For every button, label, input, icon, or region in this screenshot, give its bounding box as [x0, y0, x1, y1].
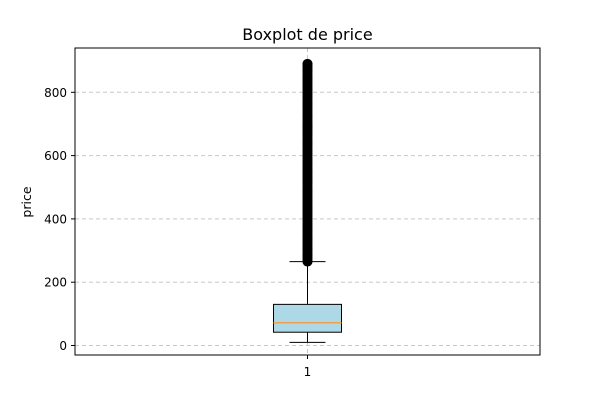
y-tick-label: 0 [59, 339, 67, 353]
y-axis-label: price [19, 186, 34, 217]
x-tick-label: 1 [304, 365, 312, 379]
box-iqr [273, 303, 342, 333]
plot-area [273, 58, 342, 343]
y-axis: 0 200 400 600 800 [44, 86, 75, 353]
outlier-point [302, 58, 313, 69]
chart-title: Boxplot de price [242, 25, 372, 44]
y-tick-label: 600 [44, 149, 67, 163]
x-axis: 1 [304, 355, 312, 379]
y-tick-label: 400 [44, 212, 67, 226]
y-tick-label: 800 [44, 86, 67, 100]
y-tick-label: 200 [44, 276, 67, 290]
